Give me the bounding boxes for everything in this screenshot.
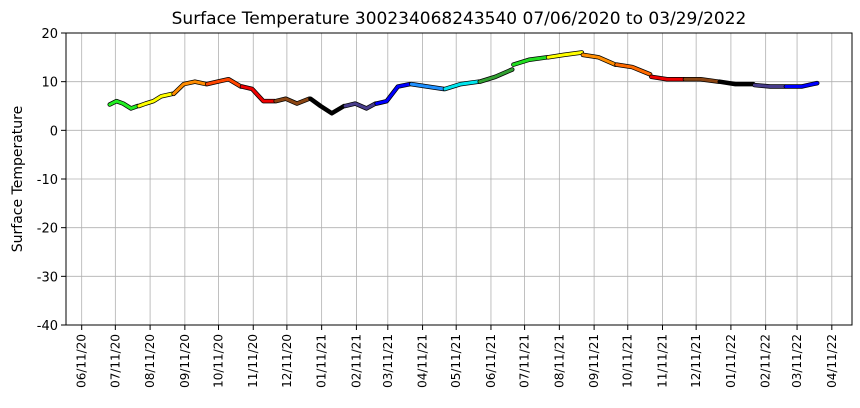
plot-frame bbox=[65, 32, 853, 326]
y-tick-label: -40 bbox=[37, 319, 58, 334]
x-tick-label: 12/11/20 bbox=[280, 334, 294, 388]
temperature-line bbox=[443, 80, 481, 91]
chart-title: Surface Temperature 300234068243540 07/0… bbox=[172, 9, 747, 29]
x-tick-label: 10/11/20 bbox=[211, 334, 225, 388]
y-tick-label: 10 bbox=[41, 76, 58, 91]
x-tick-label: 08/11/20 bbox=[143, 334, 157, 388]
temperature-line bbox=[546, 50, 584, 59]
temperature-line bbox=[649, 75, 686, 81]
x-tick-label: 05/11/21 bbox=[449, 334, 463, 388]
x-tick-label: 06/11/21 bbox=[484, 334, 498, 388]
y-tick-label: -20 bbox=[37, 222, 58, 237]
temperature-line bbox=[375, 82, 412, 106]
x-tick-label: 07/11/21 bbox=[518, 334, 532, 388]
temperature-line bbox=[172, 80, 208, 96]
y-tick-label: -10 bbox=[37, 173, 58, 188]
x-tick-label: 02/11/21 bbox=[349, 334, 363, 388]
temperature-line bbox=[409, 82, 446, 91]
x-tick-label: 11/11/20 bbox=[246, 334, 260, 388]
y-tick-label: 20 bbox=[41, 27, 58, 42]
x-tick-label: 01/11/21 bbox=[315, 334, 329, 388]
x-tick-label: 01/11/22 bbox=[724, 334, 738, 388]
temperature-line bbox=[752, 83, 787, 89]
temperature-line bbox=[718, 80, 755, 86]
x-tick-label: 07/11/20 bbox=[108, 334, 122, 388]
temperature-line bbox=[581, 53, 617, 67]
y-axis-label: Surface Temperature bbox=[10, 106, 26, 252]
x-tick-label: 02/11/22 bbox=[759, 334, 773, 388]
x-tick-label: 03/11/22 bbox=[790, 334, 804, 388]
x-tick-label: 04/11/21 bbox=[416, 334, 430, 388]
temperature-line bbox=[240, 85, 277, 103]
x-tick-label: 11/11/21 bbox=[656, 334, 670, 388]
temperature-line bbox=[274, 97, 311, 106]
x-tick-label: 09/11/21 bbox=[587, 334, 601, 388]
temperature-line bbox=[615, 63, 652, 76]
x-tick-label: 03/11/21 bbox=[381, 334, 395, 388]
temperature-line bbox=[108, 99, 140, 110]
x-tick-label: 08/11/21 bbox=[552, 334, 566, 388]
x-tick-label: 06/11/20 bbox=[75, 334, 89, 388]
x-tick-label: 12/11/21 bbox=[689, 334, 703, 388]
y-tick-label: -30 bbox=[37, 270, 58, 285]
temperature-line bbox=[511, 55, 549, 67]
x-tick-label: 10/11/21 bbox=[621, 334, 635, 388]
temperature-line bbox=[343, 102, 377, 110]
temperature-line bbox=[478, 68, 514, 84]
temperature-line bbox=[205, 77, 243, 89]
x-tick-label: 09/11/20 bbox=[178, 334, 192, 388]
temperature-line bbox=[784, 81, 819, 89]
temperature-line bbox=[308, 97, 346, 115]
x-tick-label: 04/11/22 bbox=[825, 334, 839, 388]
temperature-line bbox=[137, 92, 175, 108]
y-tick-label: 0 bbox=[50, 124, 58, 139]
temperature-line bbox=[683, 77, 721, 84]
